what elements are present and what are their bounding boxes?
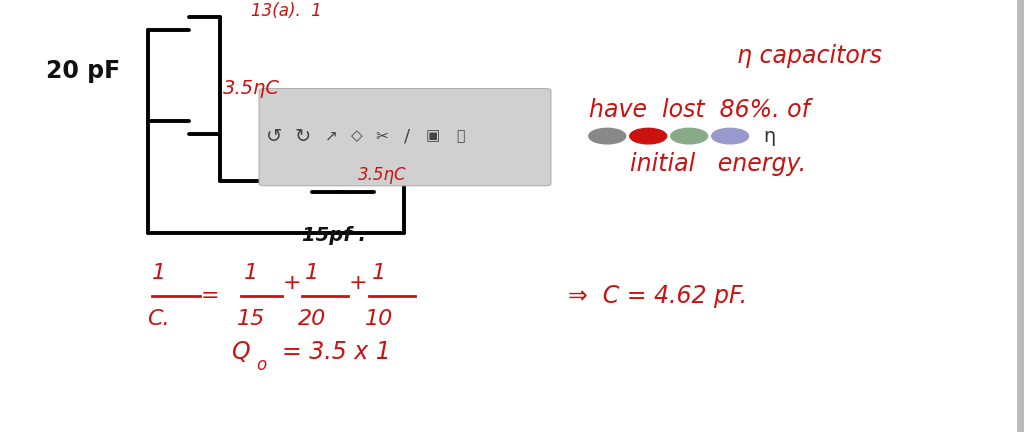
Text: ↗: ↗ <box>325 129 337 143</box>
Text: 3.5ηC: 3.5ηC <box>358 166 407 184</box>
Text: ◇: ◇ <box>350 129 362 143</box>
Text: 15pf .: 15pf . <box>302 226 366 245</box>
Text: ⇒  C = 4.62 pF.: ⇒ C = 4.62 pF. <box>568 284 748 308</box>
Text: /: / <box>404 127 411 145</box>
Text: Q: Q <box>231 340 250 364</box>
Circle shape <box>671 128 708 144</box>
Text: 13(a).  1: 13(a). 1 <box>251 2 322 20</box>
Text: 🖼: 🖼 <box>457 129 465 143</box>
Text: 1: 1 <box>372 263 386 283</box>
Circle shape <box>712 128 749 144</box>
Text: η capacitors: η capacitors <box>737 44 882 68</box>
Text: o: o <box>256 356 266 374</box>
Text: 3.5ηC: 3.5ηC <box>223 79 281 98</box>
Text: +: + <box>349 273 368 293</box>
Text: =: = <box>201 286 219 306</box>
Text: ↻: ↻ <box>295 127 311 146</box>
Text: have  lost  86%. of: have lost 86%. of <box>589 98 810 122</box>
Text: initial   energy.: initial energy. <box>630 152 806 176</box>
Text: 1: 1 <box>305 263 319 283</box>
Circle shape <box>630 128 667 144</box>
Text: ↺: ↺ <box>266 127 283 146</box>
Text: 1: 1 <box>152 263 166 283</box>
Text: = 3.5 x 1: = 3.5 x 1 <box>282 340 390 364</box>
Text: η: η <box>763 127 775 146</box>
Text: 10: 10 <box>365 309 393 329</box>
Text: 15: 15 <box>237 309 265 329</box>
Bar <box>1017 0 1024 432</box>
Circle shape <box>589 128 626 144</box>
Text: C.: C. <box>147 309 170 329</box>
FancyBboxPatch shape <box>259 89 551 186</box>
Text: ✂: ✂ <box>376 129 388 143</box>
Text: ▣: ▣ <box>426 129 440 143</box>
Text: 1: 1 <box>244 263 258 283</box>
Text: 20: 20 <box>298 309 327 329</box>
Text: 20 pF: 20 pF <box>46 59 121 83</box>
Text: +: + <box>283 273 301 293</box>
